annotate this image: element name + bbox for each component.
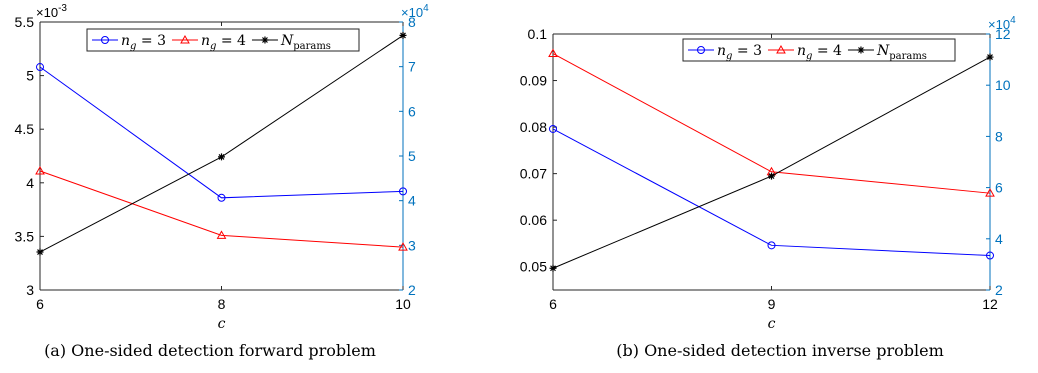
right-y-tick-label: 8 [995,128,1003,144]
right-y-tick-label: 12 [995,26,1011,42]
circle-marker [101,36,109,44]
triangle-marker [776,44,786,54]
series-line [552,128,991,257]
left-y-tick-label: 0.05 [520,259,547,275]
circle-marker [697,46,705,54]
legend-box [86,28,360,52]
legend-entry-3: Nparams [280,33,331,52]
x-tick-label: 9 [768,296,776,312]
right-y-tick-label: 3 [408,237,416,253]
x-tick-label: 10 [395,296,411,312]
triangle-marker [180,34,190,44]
left-y-multiplier: ×10-3 [36,3,67,20]
legend: ng = 3 ng = 4 Nparams [682,38,956,62]
figure-caption: (b) One-sided detection inverse problem [616,341,943,360]
legend-entry-2: ng = 4 [797,43,842,62]
series-line [552,53,991,194]
right-y-tick-label: 8 [408,14,416,30]
series-3 [549,53,994,272]
triangle-marker [35,166,45,175]
left-y-tick-label: 5.5 [15,14,35,30]
x-axis-label: c [768,316,776,332]
x-tick-label: 12 [982,296,998,312]
x-tick-label: 6 [549,296,557,312]
right-y-multiplier: ×104 [988,15,1016,32]
legend-entry-1: ng = 3 [717,43,762,62]
star-marker [218,153,225,161]
left-y-tick-label: 4.5 [15,121,35,137]
x-tick-label: 8 [218,296,226,312]
star-marker [986,53,994,61]
triangle-marker [398,242,408,251]
left-y-tick-label: 0.07 [520,166,547,182]
right-y-tick-label: 6 [995,180,1003,196]
right-y-multiplier: ×104 [401,3,429,20]
right-y-tick-label: 6 [408,103,416,119]
left-y-tick-label: 0.08 [520,119,547,135]
right-y-tick-label: 4 [408,193,416,209]
series-1 [36,63,407,202]
right-y-tick-label: 10 [995,77,1011,93]
triangle-marker [216,230,227,239]
chart-panel-2: 6 9 12c0.050.060.070.080.090.124681012×104… [520,15,1016,360]
legend-entry-2: ng = 4 [201,33,246,52]
star-marker [857,46,865,54]
series-2 [35,166,408,251]
left-y-tick-label: 0.06 [520,212,547,228]
legend-entry-1: ng = 3 [121,33,166,52]
legend-box [682,38,956,62]
left-y-tick-label: 3 [26,282,34,298]
x-axis-label: c [218,316,226,332]
right-y-tick-label: 5 [408,148,416,164]
series-3 [36,31,407,256]
legend-entry-3: Nparams [876,43,927,62]
series-line [39,34,404,253]
right-y-tick-label: 7 [408,59,416,75]
circle-marker [986,251,994,260]
triangle-marker [985,188,995,197]
circle-marker [399,187,407,196]
right-y-tick-label: 2 [408,282,416,298]
series-1 [549,124,994,260]
left-y-tick-label: 0.1 [528,26,548,42]
circle-marker [36,63,44,72]
left-y-tick-label: 3.5 [15,228,35,244]
left-y-tick-label: 5 [26,68,34,84]
legend: ng = 3 ng = 4 Nparams [86,28,360,52]
series-line [39,66,404,199]
series-line [39,170,404,248]
star-marker [768,172,775,180]
star-marker [399,31,407,39]
left-y-tick-label: 0.09 [520,73,547,89]
star-marker [261,36,269,44]
x-tick-label: 6 [36,296,44,312]
star-marker [36,248,44,256]
circle-marker [217,193,226,202]
figure-caption: (a) One-sided detection forward problem [44,341,376,360]
triangle-marker [548,48,558,58]
right-y-tick-label: 4 [995,231,1003,247]
right-y-tick-label: 2 [995,282,1003,298]
left-y-tick-label: 4 [26,175,34,191]
circle-marker [767,241,776,250]
star-marker [549,264,557,272]
circle-marker [549,124,557,133]
